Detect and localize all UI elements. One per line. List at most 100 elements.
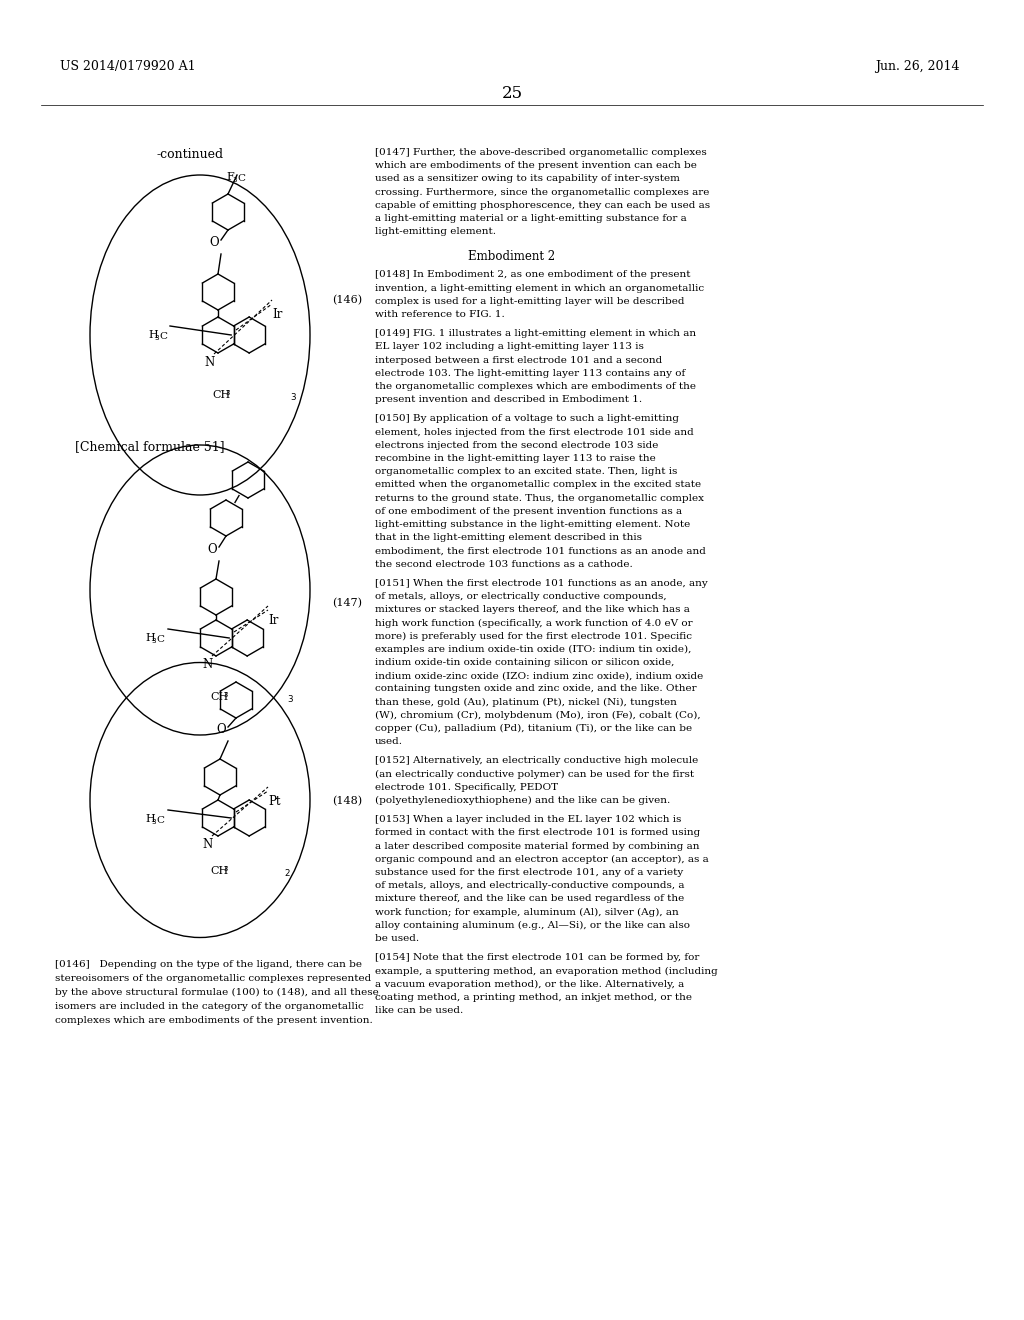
Text: the second electrode 103 functions as a cathode.: the second electrode 103 functions as a … [375, 560, 633, 569]
Text: more) is preferably used for the first electrode 101. Specific: more) is preferably used for the first e… [375, 631, 692, 640]
Text: capable of emitting phosphorescence, they can each be used as: capable of emitting phosphorescence, the… [375, 201, 710, 210]
Text: (polyethylenedioxythiophene) and the like can be given.: (polyethylenedioxythiophene) and the lik… [375, 796, 671, 805]
Text: isomers are included in the category of the organometallic: isomers are included in the category of … [55, 1002, 364, 1011]
Text: light-emitting substance in the light-emitting element. Note: light-emitting substance in the light-em… [375, 520, 690, 529]
Text: that in the light-emitting element described in this: that in the light-emitting element descr… [375, 533, 642, 543]
Text: O: O [209, 236, 219, 249]
Text: electrode 103. The light-emitting layer 113 contains any of: electrode 103. The light-emitting layer … [375, 368, 685, 378]
Text: substance used for the first electrode 101, any of a variety: substance used for the first electrode 1… [375, 869, 683, 876]
Text: [0146]   Depending on the type of the ligand, there can be: [0146] Depending on the type of the liga… [55, 960, 362, 969]
Text: of metals, alloys, and electrically-conductive compounds, a: of metals, alloys, and electrically-cond… [375, 882, 684, 890]
Text: than these, gold (Au), platinum (Pt), nickel (Ni), tungsten: than these, gold (Au), platinum (Pt), ni… [375, 697, 677, 706]
Text: [0149] FIG. 1 illustrates a light-emitting element in which an: [0149] FIG. 1 illustrates a light-emitti… [375, 329, 696, 338]
Text: H: H [145, 634, 155, 643]
Text: used as a sensitizer owing to its capability of inter-system: used as a sensitizer owing to its capabi… [375, 174, 680, 183]
Text: F: F [226, 172, 233, 182]
Text: O: O [207, 543, 217, 556]
Text: H: H [145, 814, 155, 824]
Text: $_3$C: $_3$C [232, 172, 247, 185]
Text: present invention and described in Embodiment 1.: present invention and described in Embod… [375, 395, 642, 404]
Text: mixtures or stacked layers thereof, and the like which has a: mixtures or stacked layers thereof, and … [375, 605, 690, 614]
Text: used.: used. [375, 737, 403, 746]
Text: invention, a light-emitting element in which an organometallic: invention, a light-emitting element in w… [375, 284, 705, 293]
Text: copper (Cu), palladium (Pd), titanium (Ti), or the like can be: copper (Cu), palladium (Pd), titanium (T… [375, 723, 692, 733]
Text: coating method, a printing method, an inkjet method, or the: coating method, a printing method, an in… [375, 993, 692, 1002]
Text: CH: CH [210, 866, 228, 876]
Text: EL layer 102 including a light-emitting layer 113 is: EL layer 102 including a light-emitting … [375, 342, 644, 351]
Text: returns to the ground state. Thus, the organometallic complex: returns to the ground state. Thus, the o… [375, 494, 705, 503]
Text: which are embodiments of the present invention can each be: which are embodiments of the present inv… [375, 161, 697, 170]
Text: N: N [204, 356, 214, 370]
Text: $_3$: $_3$ [225, 388, 230, 397]
Text: interposed between a first electrode 101 and a second: interposed between a first electrode 101… [375, 355, 663, 364]
Text: electrons injected from the second electrode 103 side: electrons injected from the second elect… [375, 441, 658, 450]
Text: of one embodiment of the present invention functions as a: of one embodiment of the present inventi… [375, 507, 682, 516]
Text: H: H [148, 330, 158, 341]
Text: [Chemical formulae 51]: [Chemical formulae 51] [75, 440, 224, 453]
Text: of metals, alloys, or electrically conductive compounds,: of metals, alloys, or electrically condu… [375, 591, 667, 601]
Text: alloy containing aluminum (e.g., Al—Si), or the like can also: alloy containing aluminum (e.g., Al—Si),… [375, 921, 690, 929]
Text: O: O [216, 723, 226, 737]
Text: a light-emitting material or a light-emitting substance for a: a light-emitting material or a light-emi… [375, 214, 687, 223]
Text: a later described composite material formed by combining an: a later described composite material for… [375, 842, 699, 850]
Text: embodiment, the first electrode 101 functions as an anode and: embodiment, the first electrode 101 func… [375, 546, 706, 556]
Text: Jun. 26, 2014: Jun. 26, 2014 [876, 59, 961, 73]
Text: complex is used for a light-emitting layer will be described: complex is used for a light-emitting lay… [375, 297, 684, 306]
Text: example, a sputtering method, an evaporation method (including: example, a sputtering method, an evapora… [375, 966, 718, 975]
Text: [0147] Further, the above-described organometallic complexes: [0147] Further, the above-described orga… [375, 148, 707, 157]
Text: organic compound and an electron acceptor (an acceptor), as a: organic compound and an electron accepto… [375, 855, 709, 863]
Text: (146): (146) [332, 294, 362, 305]
Text: [0153] When a layer included in the EL layer 102 which is: [0153] When a layer included in the EL l… [375, 816, 681, 824]
Text: $_3$: $_3$ [223, 690, 229, 700]
Text: Embodiment 2: Embodiment 2 [468, 251, 556, 264]
Text: be used.: be used. [375, 935, 419, 942]
Text: $_2$: $_2$ [284, 866, 291, 879]
Text: Pt: Pt [268, 795, 281, 808]
Text: crossing. Furthermore, since the organometallic complexes are: crossing. Furthermore, since the organom… [375, 187, 710, 197]
Text: electrode 101. Specifically, PEDOT: electrode 101. Specifically, PEDOT [375, 783, 558, 792]
Text: 25: 25 [502, 84, 522, 102]
Text: indium oxide-tin oxide containing silicon or silicon oxide,: indium oxide-tin oxide containing silico… [375, 657, 675, 667]
Text: examples are indium oxide-tin oxide (ITO: indium tin oxide),: examples are indium oxide-tin oxide (ITO… [375, 644, 691, 653]
Text: (an electrically conductive polymer) can be used for the first: (an electrically conductive polymer) can… [375, 770, 694, 779]
Text: organometallic complex to an excited state. Then, light is: organometallic complex to an excited sta… [375, 467, 677, 477]
Text: with reference to FIG. 1.: with reference to FIG. 1. [375, 310, 505, 319]
Text: recombine in the light-emitting layer 113 to raise the: recombine in the light-emitting layer 11… [375, 454, 655, 463]
Text: $_3$C: $_3$C [154, 330, 168, 343]
Text: containing tungsten oxide and zinc oxide, and the like. Other: containing tungsten oxide and zinc oxide… [375, 684, 696, 693]
Text: formed in contact with the first electrode 101 is formed using: formed in contact with the first electro… [375, 829, 700, 837]
Text: the organometallic complexes which are embodiments of the: the organometallic complexes which are e… [375, 381, 696, 391]
Text: emitted when the organometallic complex in the excited state: emitted when the organometallic complex … [375, 480, 701, 490]
Text: Ir: Ir [268, 614, 279, 627]
Text: [0152] Alternatively, an electrically conductive high molecule: [0152] Alternatively, an electrically co… [375, 756, 698, 766]
Text: $_3$C: $_3$C [151, 634, 165, 645]
Text: like can be used.: like can be used. [375, 1006, 463, 1015]
Text: a vacuum evaporation method), or the like. Alternatively, a: a vacuum evaporation method), or the lik… [375, 979, 684, 989]
Text: $_3$: $_3$ [287, 692, 294, 705]
Text: CH: CH [212, 389, 230, 400]
Text: $_3$: $_3$ [290, 389, 297, 403]
Text: CH: CH [210, 692, 228, 702]
Text: N: N [202, 657, 212, 671]
Text: indium oxide-zinc oxide (IZO: indium zinc oxide), indium oxide: indium oxide-zinc oxide (IZO: indium zin… [375, 671, 703, 680]
Text: element, holes injected from the first electrode 101 side and: element, holes injected from the first e… [375, 428, 693, 437]
Text: [0150] By application of a voltage to such a light-emitting: [0150] By application of a voltage to su… [375, 414, 679, 424]
Text: [0148] In Embodiment 2, as one embodiment of the present: [0148] In Embodiment 2, as one embodimen… [375, 271, 690, 280]
Text: [0151] When the first electrode 101 functions as an anode, any: [0151] When the first electrode 101 func… [375, 578, 708, 587]
Text: (147): (147) [332, 598, 362, 609]
Text: [0154] Note that the first electrode 101 can be formed by, for: [0154] Note that the first electrode 101… [375, 953, 699, 962]
Text: mixture thereof, and the like can be used regardless of the: mixture thereof, and the like can be use… [375, 895, 684, 903]
Text: N: N [202, 838, 212, 851]
Text: work function; for example, aluminum (Al), silver (Ag), an: work function; for example, aluminum (Al… [375, 908, 679, 916]
Text: -continued: -continued [157, 148, 223, 161]
Text: high work function (specifically, a work function of 4.0 eV or: high work function (specifically, a work… [375, 618, 692, 627]
Text: (W), chromium (Cr), molybdenum (Mo), iron (Fe), cobalt (Co),: (W), chromium (Cr), molybdenum (Mo), iro… [375, 710, 700, 719]
Text: (148): (148) [332, 796, 362, 807]
Text: by the above structural formulae (100) to (148), and all these: by the above structural formulae (100) t… [55, 987, 379, 997]
Text: light-emitting element.: light-emitting element. [375, 227, 496, 236]
Text: Ir: Ir [272, 308, 283, 321]
Text: US 2014/0179920 A1: US 2014/0179920 A1 [60, 59, 196, 73]
Text: stereoisomers of the organometallic complexes represented: stereoisomers of the organometallic comp… [55, 974, 372, 983]
Text: complexes which are embodiments of the present invention.: complexes which are embodiments of the p… [55, 1016, 373, 1026]
Text: $_3$C: $_3$C [151, 814, 165, 826]
